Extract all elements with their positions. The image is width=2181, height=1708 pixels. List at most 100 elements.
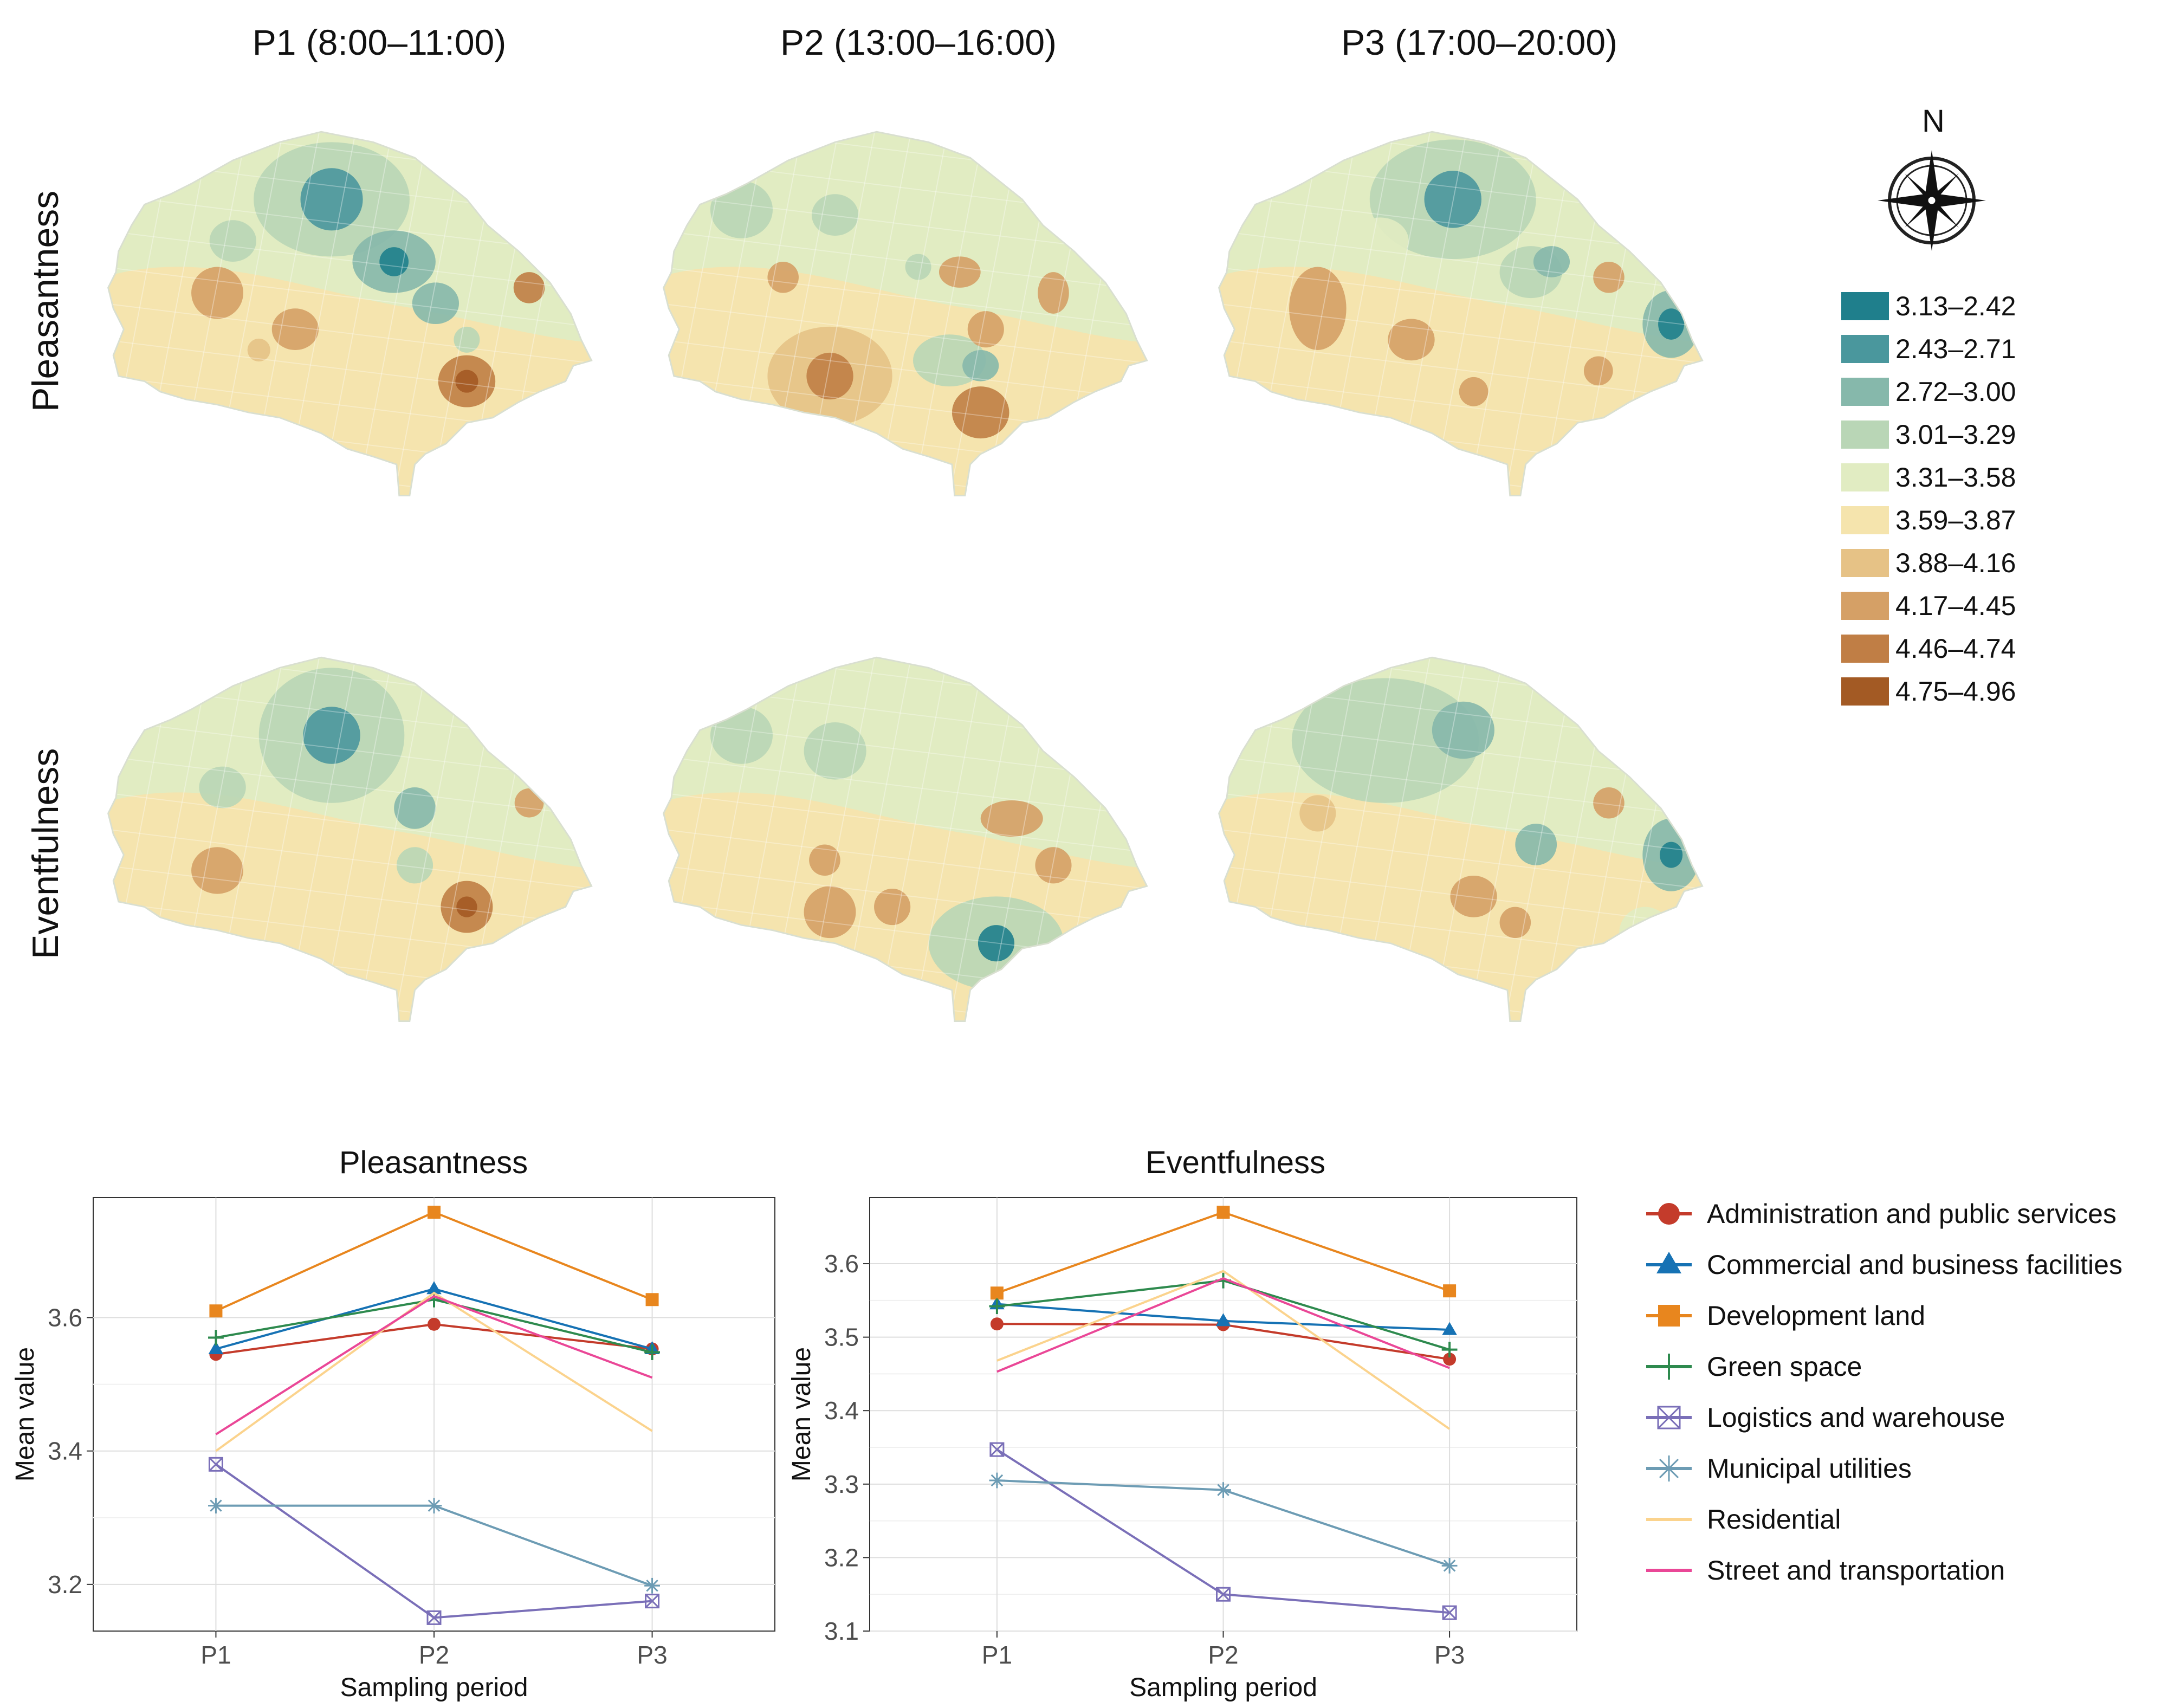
data-point-marker xyxy=(644,1577,660,1594)
series-legend-item: Residential xyxy=(1642,1498,2178,1541)
legend-label: 3.88–4.16 xyxy=(1895,548,2016,578)
choropleth-legend-item: 2.72–3.00 xyxy=(1841,376,2091,408)
map-surface xyxy=(663,132,1147,496)
data-point-marker xyxy=(1216,1587,1231,1602)
map-hotspot xyxy=(811,194,859,236)
data-point-marker xyxy=(1442,1322,1457,1335)
series-legend-label: Logistics and warehouse xyxy=(1707,1402,2005,1433)
map-hotspot xyxy=(303,707,360,764)
x-tick-label: P3 xyxy=(637,1641,667,1669)
map-panel-3 xyxy=(1218,131,1704,497)
column-title-p1: P1 (8:00–11:00) xyxy=(252,22,507,62)
data-point-marker xyxy=(426,1610,442,1625)
map-hotspot xyxy=(1515,824,1557,865)
y-tick-label: 3.3 xyxy=(824,1470,859,1498)
map-hotspot xyxy=(300,168,363,231)
legend-key xyxy=(1646,1305,1692,1327)
series-legend-label: Street and transportation xyxy=(1707,1555,2005,1586)
y-tick-label: 3.6 xyxy=(48,1304,82,1332)
data-point-marker xyxy=(1658,1305,1680,1327)
map-hotspot xyxy=(962,350,999,381)
legend-label: 4.46–4.74 xyxy=(1895,633,2016,664)
map-hotspot xyxy=(1619,907,1672,959)
map-hotspot xyxy=(456,896,477,917)
map-hotspot xyxy=(952,386,1009,439)
map-hotspot xyxy=(967,311,1004,348)
north-label: N xyxy=(1922,103,1945,139)
map-hotspot xyxy=(874,889,911,926)
y-tick-label: 3.2 xyxy=(48,1570,82,1599)
legend-swatch xyxy=(1841,677,1889,706)
map-boundary xyxy=(663,656,1148,1023)
data-point-marker xyxy=(208,1341,224,1354)
data-point-marker xyxy=(1656,1455,1682,1481)
series-line xyxy=(215,1291,653,1452)
map-surface xyxy=(1219,132,1703,496)
map-hotspot xyxy=(1388,319,1435,361)
data-point-marker xyxy=(208,1498,224,1514)
legend-swatch xyxy=(1841,292,1889,320)
legend-swatch xyxy=(1841,420,1889,449)
legend-label: 4.17–4.45 xyxy=(1895,591,2016,621)
y-tick-label: 3.6 xyxy=(824,1250,859,1278)
map-hotspot xyxy=(1432,701,1494,759)
series-legend-label: Development land xyxy=(1707,1301,1926,1331)
legend-key xyxy=(1646,1569,1692,1572)
choropleth-legend-item: 4.46–4.74 xyxy=(1841,632,2091,665)
data-point-marker xyxy=(1442,1605,1457,1620)
data-point-marker xyxy=(428,1317,441,1331)
legend-label: 3.59–3.87 xyxy=(1895,505,2016,535)
choropleth-legend-item: 2.43–2.71 xyxy=(1841,333,2091,365)
map-hotspot xyxy=(1583,356,1613,386)
map-hotspot xyxy=(1038,272,1069,314)
map-hotspot xyxy=(1035,847,1072,884)
y-axis-label: Mean value xyxy=(11,1347,40,1481)
pleasantness-line-chart: 3.2 3.4 3.6 P1 P2 P3 Sampling period Mean value xyxy=(11,1197,775,1702)
series-legend-item: Commercial and business facilities xyxy=(1642,1243,2178,1286)
data-point-marker xyxy=(1443,1353,1457,1366)
series-legend-label: Commercial and business facilities xyxy=(1707,1250,2122,1280)
choropleth-legend-item: 4.17–4.45 xyxy=(1841,590,2091,622)
x-tick-label: P3 xyxy=(1434,1641,1465,1669)
choropleth-legend-item: 4.75–4.96 xyxy=(1841,675,2091,708)
map-hotspot xyxy=(394,787,436,829)
map-hotspot xyxy=(978,925,1015,962)
series-line xyxy=(215,1295,653,1435)
map-hotspot xyxy=(514,788,544,818)
eventfulness-line-chart: 3.1 3.2 3.3 3.4 3.5 3.6 P1 P2 P3 Sampling period M… xyxy=(791,1197,1577,1702)
legend-swatch xyxy=(1841,549,1889,577)
legend-key xyxy=(1646,1354,1692,1380)
legend-label: 2.43–2.71 xyxy=(1895,334,2016,364)
map-hotspot xyxy=(1299,795,1336,832)
data-point-marker xyxy=(1441,1342,1458,1358)
map-hotspot xyxy=(513,272,545,303)
column-title-p2: P2 (13:00–16:00) xyxy=(780,22,1057,62)
data-point-marker xyxy=(208,1457,223,1472)
map-hotspot xyxy=(247,338,270,362)
map-hotspot xyxy=(1424,171,1481,228)
map-hotspot xyxy=(396,847,433,884)
series-line xyxy=(996,1270,1451,1430)
data-point-marker xyxy=(1215,1313,1231,1327)
data-point-marker xyxy=(428,1206,441,1219)
map-hotspot xyxy=(454,326,480,353)
data-point-marker xyxy=(990,1286,1004,1300)
choropleth-legend-item: 3.13–2.42 xyxy=(1841,290,2091,322)
map-hotspot xyxy=(1533,246,1570,277)
map-boundary xyxy=(107,656,593,1023)
map-hotspot xyxy=(1289,267,1347,351)
y-tick-label: 3.4 xyxy=(48,1437,82,1465)
legend-swatch xyxy=(1841,506,1889,534)
series-line xyxy=(996,1277,1450,1373)
map-hotspot xyxy=(412,282,460,325)
x-axis-label: Sampling period xyxy=(1129,1673,1317,1702)
map-hotspot xyxy=(710,707,773,764)
map-panel-2 xyxy=(663,131,1148,497)
series-legend-item: Administration and public services xyxy=(1642,1192,2178,1235)
data-point-marker xyxy=(1656,1354,1682,1380)
legend-label: 4.75–4.96 xyxy=(1895,676,2016,707)
series-legend-label: Municipal utilities xyxy=(1707,1453,1912,1484)
map-surface xyxy=(1219,657,1703,1021)
map-surface xyxy=(663,657,1147,1021)
legend-label: 3.31–3.58 xyxy=(1895,462,2016,493)
